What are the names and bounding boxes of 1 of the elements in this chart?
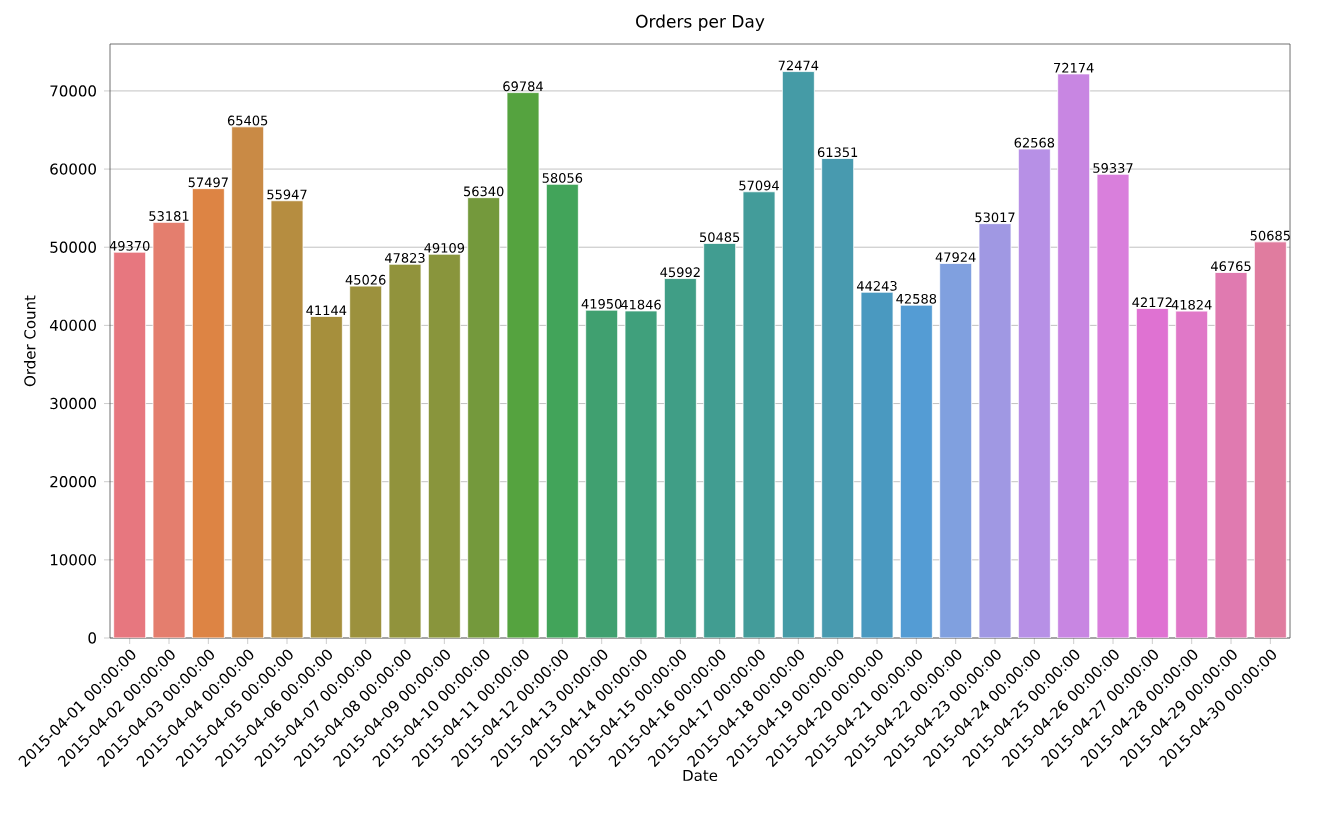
chart-title: Orders per Day	[636, 14, 765, 32]
